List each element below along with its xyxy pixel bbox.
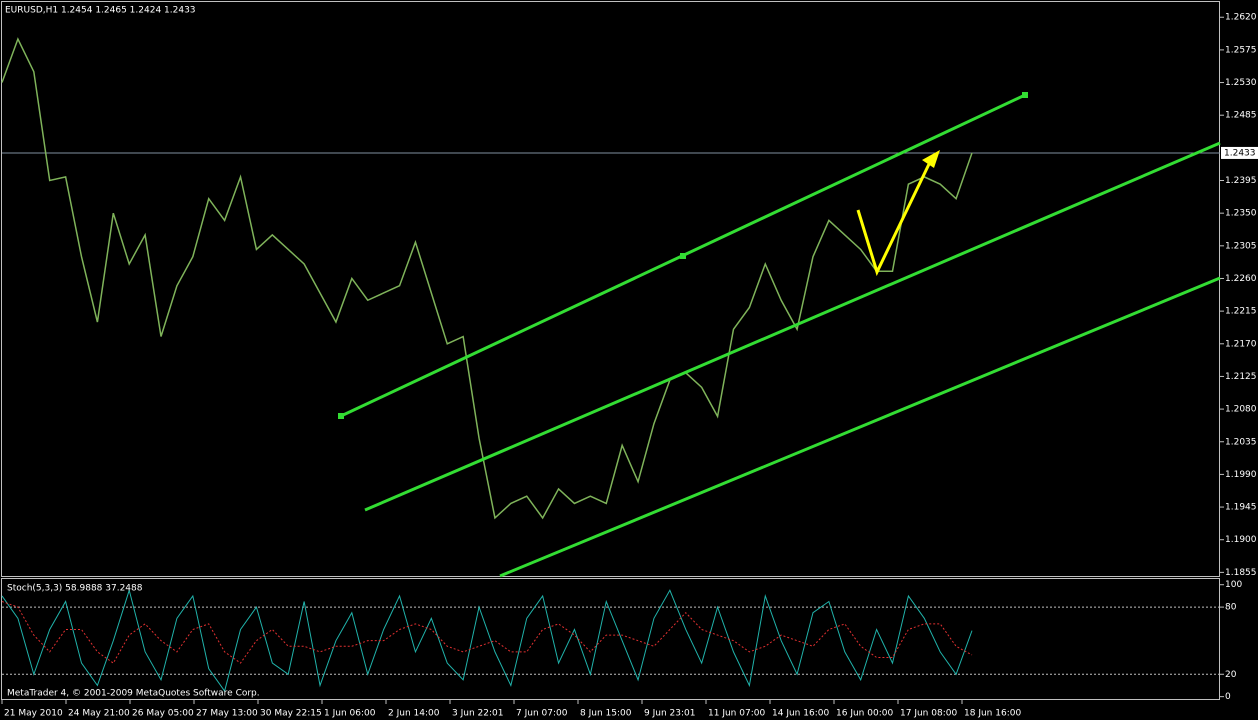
y-tick-label: 0 <box>1225 692 1231 702</box>
footer: MetaTrader 4, © 2001-2009 MetaQuotes Sof… <box>7 689 260 699</box>
x-tick-label: 3 Jun 22:01 <box>452 709 503 719</box>
series-line <box>1 588 973 693</box>
x-tick-label: 8 Jun 15:00 <box>580 709 632 719</box>
x-tick-label: 17 Jun 08:00 <box>900 709 957 719</box>
x-tick-label: 2 Jun 14:00 <box>388 709 440 719</box>
y-tick-label: 80 <box>1225 603 1237 613</box>
x-tick-label: 7 Jun 07:00 <box>516 709 568 719</box>
y-tick-label: 20 <box>1225 670 1237 680</box>
y-tick-label: 1.1900 <box>1225 535 1257 545</box>
x-tick-label: 11 Jun 07:00 <box>708 709 765 719</box>
y-tick-label: 1.2350 <box>1225 209 1257 219</box>
x-tick-label: 1 Jun 06:00 <box>324 709 376 719</box>
y-tick-label: 1.2305 <box>1225 241 1257 251</box>
y-tick-label: 1.1990 <box>1225 470 1257 480</box>
arrow-head <box>922 150 940 168</box>
y-tick-label: 1.2080 <box>1225 405 1257 415</box>
x-tick-label: 26 May 05:00 <box>132 709 194 719</box>
y-tick-label: 1.2575 <box>1225 45 1257 55</box>
price-box <box>1221 146 1258 159</box>
price-label: 1.2433 <box>1224 148 1256 158</box>
anchor <box>680 253 686 259</box>
y-tick-label: 1.2170 <box>1225 339 1257 349</box>
chart-title: EURUSD,H1 1.2454 1.2465 1.2424 1.2433 <box>5 6 196 16</box>
channel <box>338 92 1221 578</box>
x-tick-label: 18 Jun 16:00 <box>964 709 1021 719</box>
x-tick-label: 21 May 2010 <box>4 709 63 719</box>
y-tick-label: 100 <box>1225 580 1242 590</box>
x-tick-label: 9 Jun 23:01 <box>644 709 695 719</box>
price-frame <box>1 1 1220 577</box>
x-tick-label: 16 Jun 00:00 <box>836 709 893 719</box>
y-tick-label: 1.2530 <box>1225 78 1257 88</box>
y-tick-label: 1.2215 <box>1225 307 1257 317</box>
y-tick-label: 1.2485 <box>1225 111 1257 121</box>
x-tick-label: 27 May 13:00 <box>196 709 258 719</box>
y-tick-label: 1.2395 <box>1225 176 1257 186</box>
y-tick-label: 1.2125 <box>1225 372 1257 382</box>
y-tick-label: 1.2035 <box>1225 437 1257 447</box>
x-tick-label: 24 May 21:00 <box>68 709 130 719</box>
stoch-title: Stoch(5,3,3) 58.9888 37.2488 <box>7 584 143 594</box>
series-line <box>1 37 973 520</box>
y-tick-label: 1.1945 <box>1225 503 1257 513</box>
anchor <box>338 413 344 419</box>
channel-lower <box>499 276 1221 578</box>
x-tick-label: 14 Jun 16:00 <box>772 709 829 719</box>
anchor <box>1022 92 1028 98</box>
channel-middle <box>364 141 1221 512</box>
x-tick-label: 30 May 22:15 <box>260 709 322 719</box>
y-tick-label: 1.1855 <box>1225 568 1257 578</box>
series-line <box>1 601 973 664</box>
y-tick-label: 1.2620 <box>1225 13 1257 23</box>
arrow <box>856 161 932 277</box>
y-tick-label: 1.2260 <box>1225 274 1257 284</box>
stoch-frame <box>1 578 1220 700</box>
